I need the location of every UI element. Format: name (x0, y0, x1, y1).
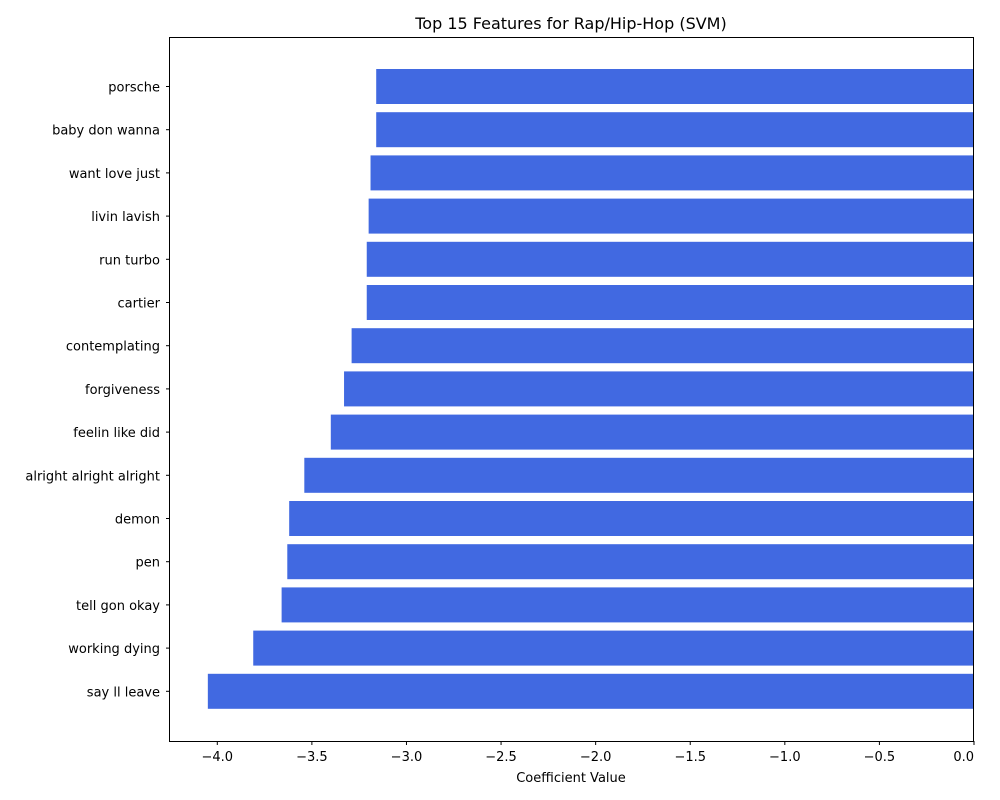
bar (351, 328, 975, 364)
x-tick-label: −2.0 (580, 750, 612, 765)
x-tick-label: −3.0 (391, 750, 423, 765)
x-tick-label: 0.0 (953, 750, 974, 765)
y-tick-label: demon (115, 513, 160, 528)
y-tick-label: baby don wanna (52, 124, 160, 139)
x-tick-label: −4.0 (202, 750, 234, 765)
y-tick-label: contemplating (66, 340, 160, 355)
y-tick-label: porsche (108, 81, 160, 96)
x-tick-label: −0.5 (864, 750, 896, 765)
bar (368, 198, 975, 234)
y-tick-label: cartier (117, 297, 160, 312)
bar (304, 457, 974, 493)
bar (281, 587, 974, 623)
y-tick-label: tell gon okay (76, 599, 160, 614)
bar (253, 630, 974, 666)
bar (287, 544, 974, 580)
bar (366, 241, 974, 277)
y-tick-label: livin lavish (91, 210, 160, 225)
y-tick-label: feelin like did (73, 426, 160, 441)
bar (330, 414, 974, 450)
x-tick-label: −1.0 (769, 750, 801, 765)
y-tick-label: run turbo (99, 253, 160, 268)
y-tick-label: say ll leave (87, 685, 160, 700)
bar (376, 112, 974, 148)
x-axis-label: Coefficient Value (516, 771, 626, 786)
bar (366, 285, 974, 320)
y-tick-label: alright alright alright (25, 469, 160, 484)
x-tick-label: −2.5 (485, 750, 517, 765)
y-tick-label: want love just (69, 167, 160, 182)
plot-frame (169, 37, 974, 742)
bars-group (207, 69, 975, 709)
x-axis: −4.0 −3.5 −3.0 −2.5 −2.0 −1.5 −1.0 −0.5 0.0 (202, 741, 975, 765)
y-tick-label: forgiveness (85, 383, 160, 398)
bar (344, 371, 974, 407)
y-tick-label: pen (136, 556, 161, 571)
x-tick-label: −3.5 (296, 750, 328, 765)
x-tick-label: −1.5 (674, 750, 706, 765)
bar (370, 155, 974, 191)
chart-title: Top 15 Features for Rap/Hip-Hop (SVM) (414, 14, 726, 33)
y-tick-label: working dying (68, 642, 160, 657)
y-axis: porsche baby don wanna want love just livin… (25, 81, 170, 700)
bar (289, 501, 975, 536)
bar (376, 69, 974, 104)
bar (207, 673, 974, 709)
